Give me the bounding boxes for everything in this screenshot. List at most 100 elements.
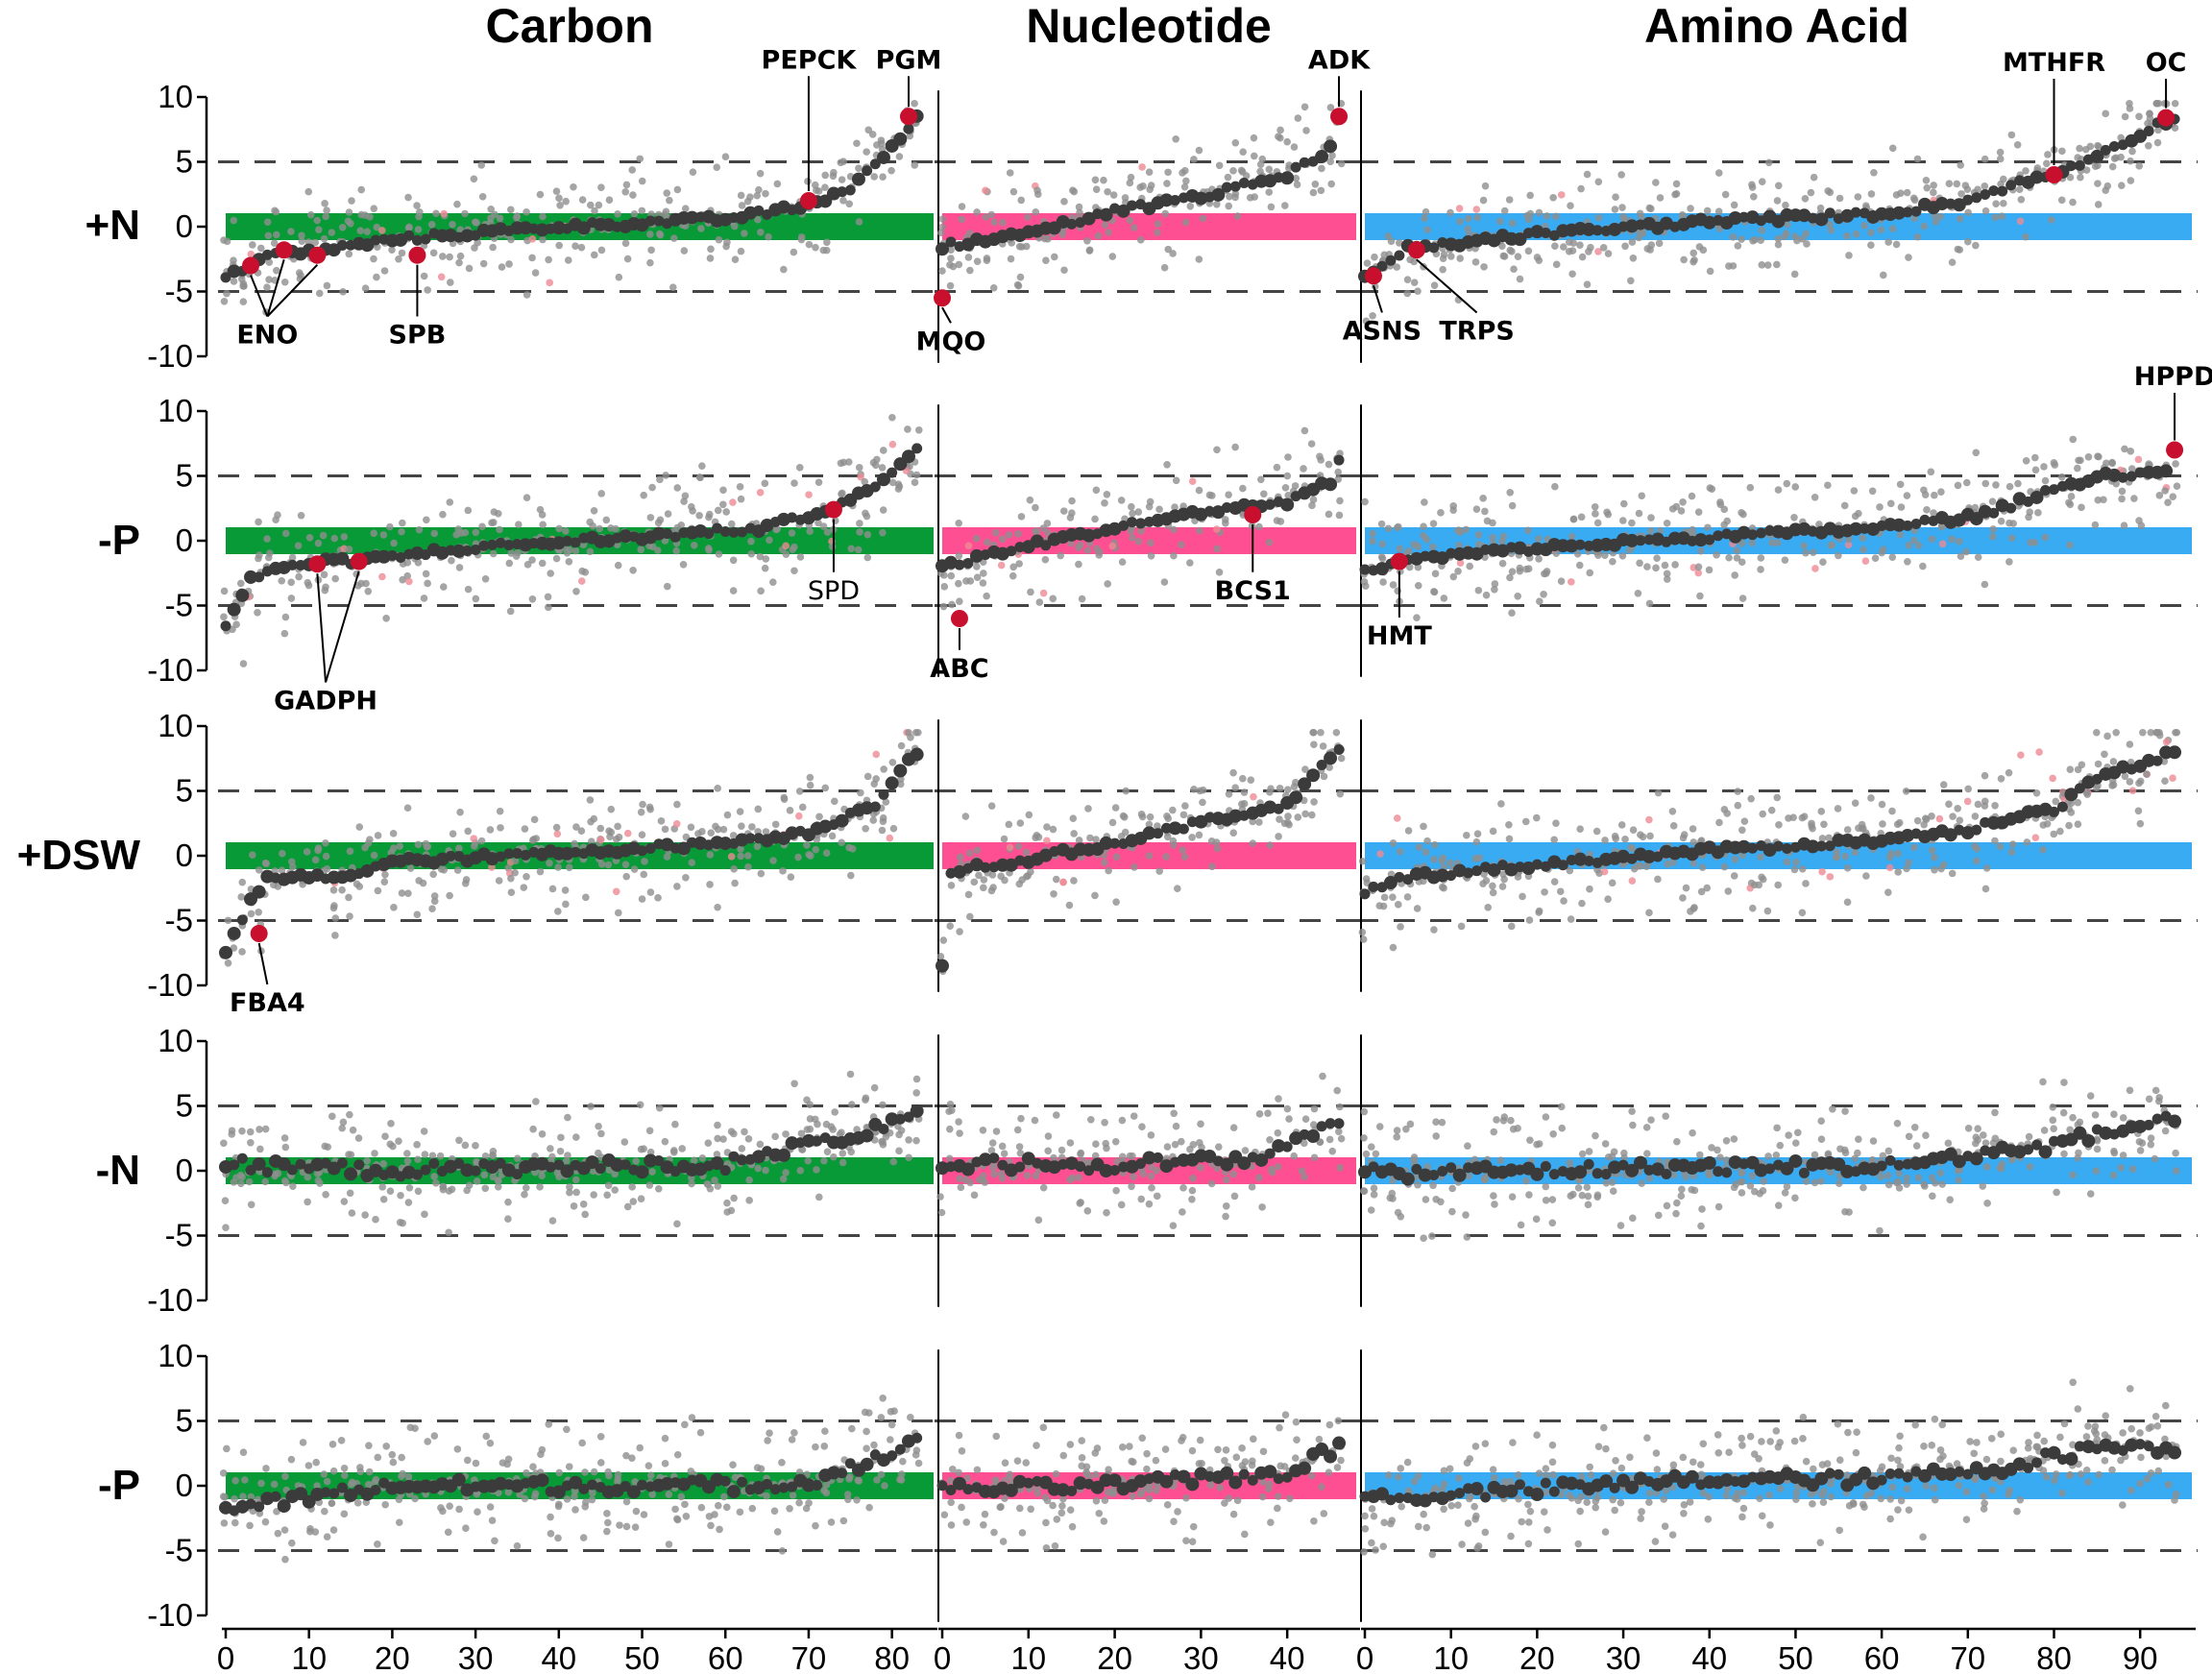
replicate-point — [1362, 875, 1371, 883]
replicate-point — [1310, 1104, 1319, 1113]
replicate-point — [697, 225, 705, 232]
replicate-point — [2145, 141, 2152, 150]
replicate-point — [1505, 835, 1514, 843]
replicate-point — [1576, 825, 1584, 834]
replicate-point — [2049, 1103, 2057, 1111]
replicate-point — [1130, 224, 1138, 231]
replicate-point — [1022, 848, 1031, 857]
y-tick-label: 5 — [176, 773, 193, 809]
replicate-point — [747, 537, 755, 546]
replicate-point — [1274, 1128, 1282, 1137]
replicate-point — [420, 272, 428, 280]
replicate-point — [946, 1101, 955, 1108]
mean-point — [286, 1164, 298, 1176]
replicate-point — [538, 1130, 547, 1138]
mean-point — [460, 229, 474, 243]
replicate-point — [1817, 1117, 1826, 1126]
replicate-point — [1379, 902, 1388, 910]
replicate-point — [324, 1143, 332, 1152]
mean-point — [744, 833, 756, 844]
replicate-point — [938, 223, 946, 231]
replicate-point — [946, 922, 954, 930]
mean-point — [295, 1158, 306, 1170]
mean-point — [1159, 1159, 1174, 1174]
replicate-point — [1179, 1184, 1187, 1192]
replicate-point — [413, 202, 421, 209]
replicate-point — [1127, 173, 1135, 182]
replicate-point — [946, 281, 955, 290]
replicate-point — [1519, 892, 1526, 901]
replicate-point — [966, 266, 974, 275]
replicate-point — [1009, 187, 1018, 196]
replicate-point — [1578, 899, 1586, 908]
replicate-point — [1491, 1201, 1498, 1208]
replicate-point — [1981, 771, 1989, 780]
mean-point — [1728, 211, 1742, 226]
replicate-point — [713, 1151, 721, 1158]
replicate-point — [1310, 740, 1318, 749]
replicate-point — [562, 197, 570, 206]
replicate-point — [1757, 236, 1764, 244]
replicate-point — [247, 1138, 255, 1147]
replicate-point — [1909, 194, 1918, 203]
mean-point — [1650, 532, 1665, 546]
replicate-point — [806, 773, 814, 782]
replicate-point — [1542, 570, 1550, 577]
replicate-point — [1983, 1200, 1991, 1207]
replicate-point — [1514, 1125, 1521, 1132]
replicate-point — [669, 234, 678, 242]
replicate-point — [1687, 205, 1694, 212]
replicate-point — [1792, 858, 1800, 866]
mean-point — [878, 788, 889, 800]
replicate-point — [1508, 609, 1516, 617]
replicate-point — [983, 256, 991, 264]
replicate-point — [1076, 541, 1084, 549]
replicate-point — [1738, 1169, 1746, 1177]
replicate-point — [1092, 185, 1101, 194]
replicate-point — [420, 594, 428, 602]
mean-point — [1221, 182, 1232, 193]
replicate-point — [937, 1208, 946, 1217]
mean-point — [1704, 534, 1715, 546]
mean-point — [1902, 520, 1913, 531]
replicate-point — [1972, 449, 1981, 457]
mean-point — [585, 1155, 599, 1170]
replicate-point — [1147, 1131, 1155, 1139]
replicate-point — [2017, 751, 2025, 759]
replicate-point — [1656, 526, 1665, 535]
replicate-point — [756, 1140, 765, 1149]
replicate-point — [1645, 599, 1654, 608]
replicate-point — [711, 1177, 718, 1184]
replicate-point — [2112, 728, 2120, 737]
mean-point — [1333, 744, 1345, 756]
replicate-point — [604, 1181, 613, 1190]
replicate-point — [1428, 1232, 1436, 1240]
y-tick-label: 0 — [176, 1152, 193, 1188]
mean-point — [1273, 803, 1284, 814]
mean-point — [1333, 454, 1345, 466]
mean-point — [651, 526, 666, 541]
mean-point — [1988, 507, 2000, 519]
replicate-point — [637, 546, 645, 554]
mean-point — [2038, 802, 2053, 816]
replicate-point — [378, 572, 386, 581]
replicate-point — [990, 218, 998, 227]
replicate-point — [2051, 461, 2059, 469]
replicate-point — [973, 208, 981, 216]
replicate-point — [1689, 825, 1697, 833]
replicate-point — [1996, 1164, 2005, 1172]
mean-point — [860, 801, 874, 815]
annotation-label-fba4: FBA4 — [230, 988, 305, 1018]
replicate-point — [322, 212, 329, 221]
mean-point — [644, 215, 656, 227]
replicate-point — [1170, 1109, 1178, 1118]
replicate-point — [345, 208, 353, 216]
replicate-point — [1325, 460, 1333, 469]
replicate-point — [1213, 446, 1221, 454]
replicate-point — [729, 556, 738, 565]
replicate-point — [2005, 519, 2013, 527]
replicate-point — [515, 521, 523, 528]
mean-point — [327, 1161, 341, 1176]
